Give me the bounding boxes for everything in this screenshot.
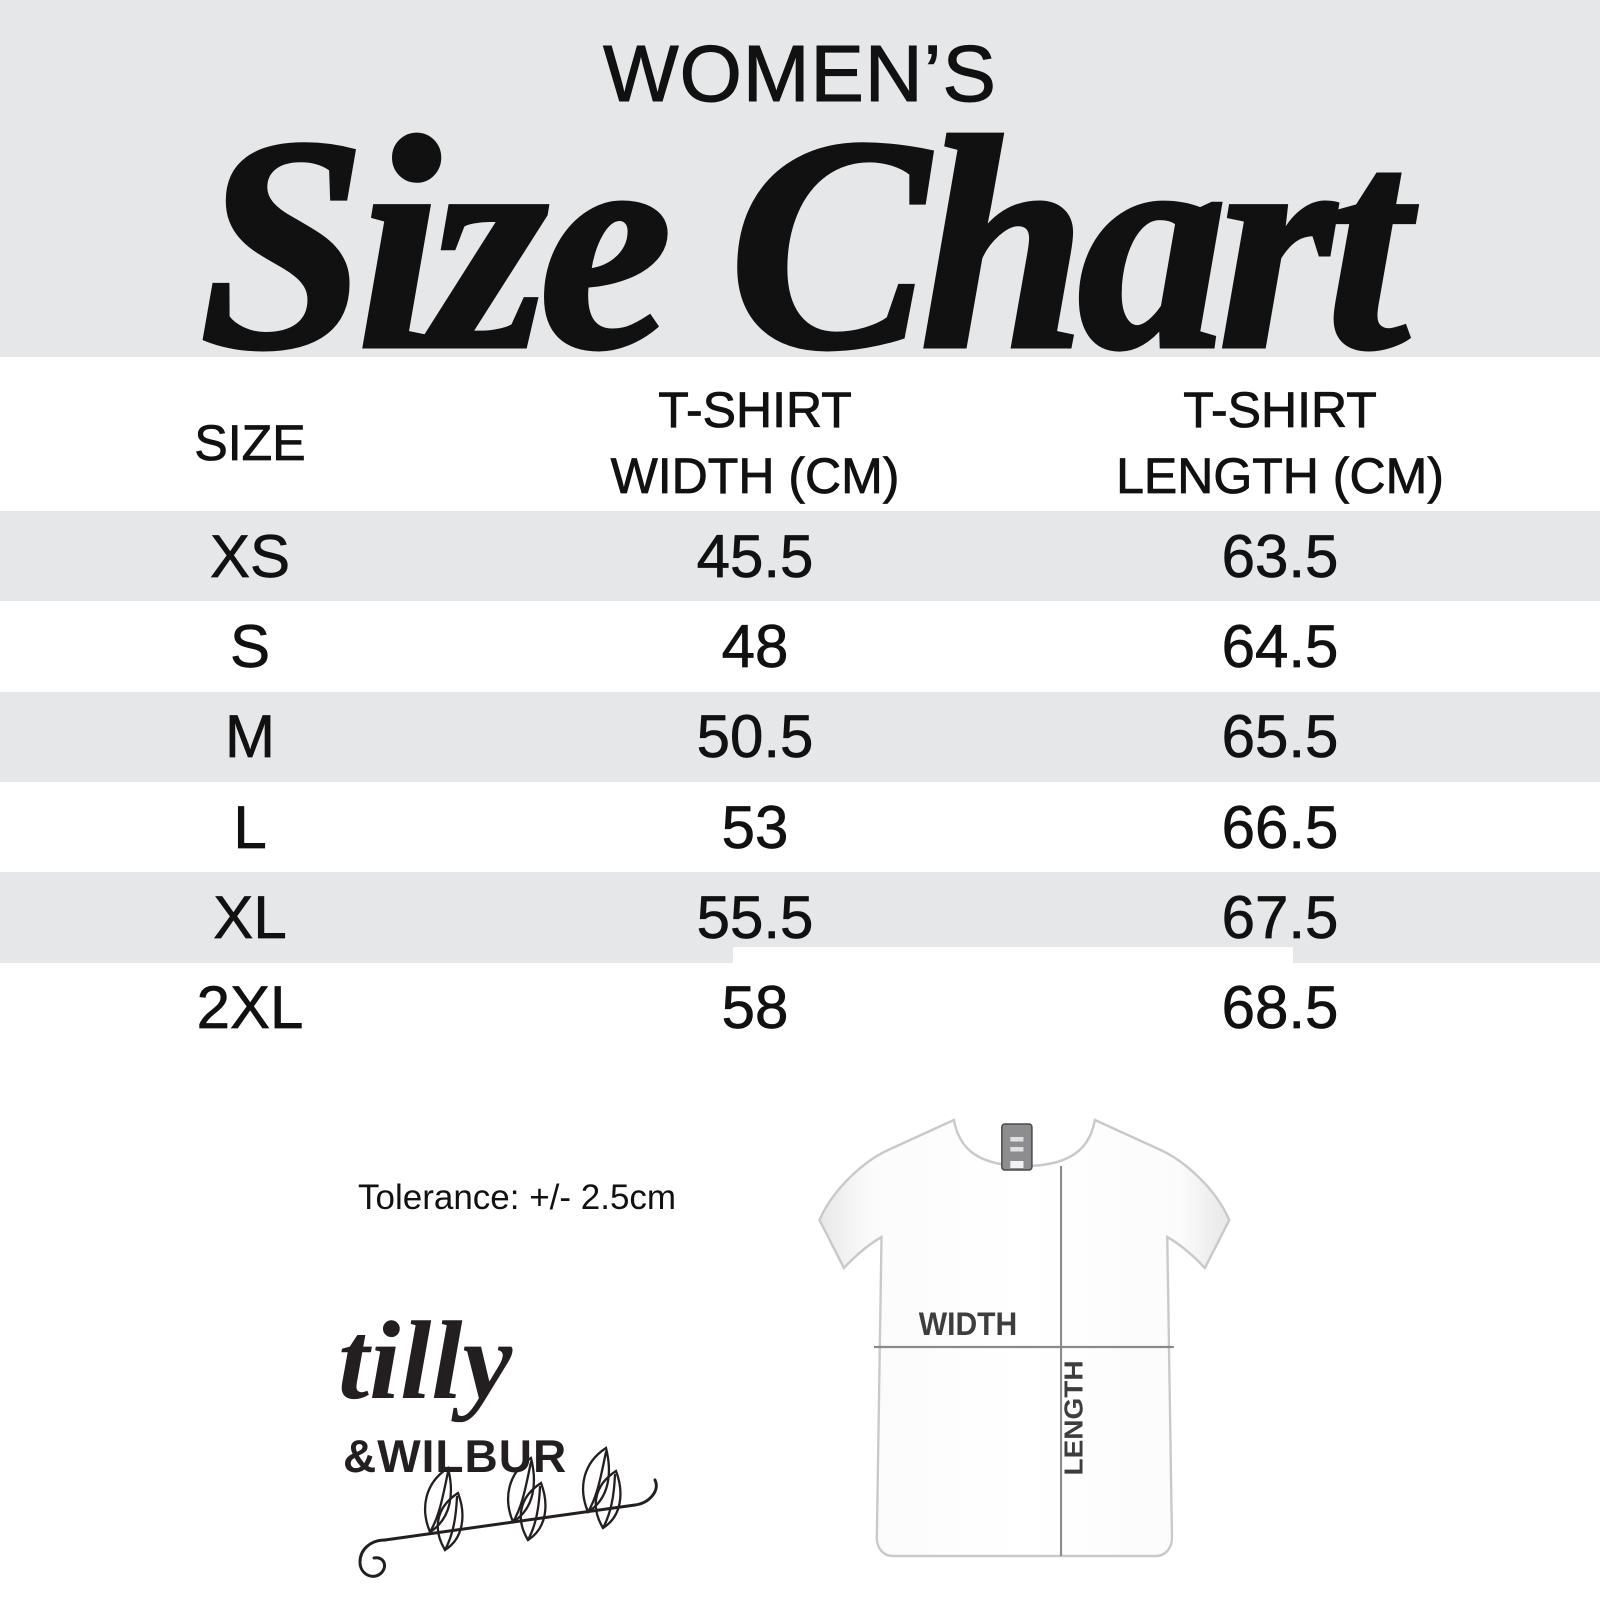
svg-text:tilly: tilly <box>338 1299 513 1423</box>
svg-text:WIDTH: WIDTH <box>919 1306 1018 1342</box>
svg-text:LENGTH: LENGTH <box>1058 1360 1088 1475</box>
